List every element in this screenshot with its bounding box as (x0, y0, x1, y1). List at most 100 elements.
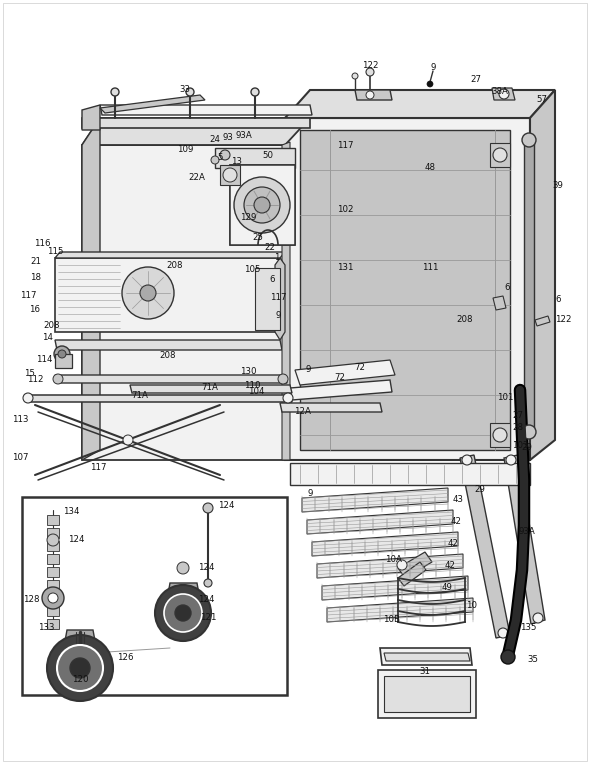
Circle shape (493, 428, 507, 442)
Text: 5: 5 (217, 154, 223, 163)
Circle shape (397, 560, 407, 570)
Text: 6: 6 (504, 283, 510, 293)
Bar (47, 619, 59, 629)
Circle shape (211, 156, 219, 164)
Circle shape (140, 285, 156, 301)
Polygon shape (255, 268, 280, 330)
Polygon shape (55, 375, 287, 383)
Text: 117: 117 (337, 141, 353, 150)
Text: 126: 126 (117, 653, 133, 662)
Circle shape (234, 177, 290, 233)
Polygon shape (82, 118, 100, 460)
Text: 9: 9 (430, 63, 435, 73)
Polygon shape (285, 118, 530, 460)
Text: 71A: 71A (132, 390, 149, 400)
Polygon shape (322, 576, 468, 600)
Circle shape (278, 374, 288, 384)
Polygon shape (492, 88, 515, 100)
Text: 113: 113 (12, 416, 28, 425)
Text: 13: 13 (231, 157, 242, 167)
Text: 130: 130 (240, 367, 256, 377)
Circle shape (204, 579, 212, 587)
Bar (47, 567, 59, 577)
Polygon shape (490, 423, 510, 447)
Polygon shape (378, 670, 476, 718)
Text: 120: 120 (72, 675, 88, 685)
Polygon shape (535, 316, 550, 326)
Text: 124: 124 (198, 564, 215, 572)
Bar (47, 528, 59, 538)
Text: 6: 6 (269, 276, 275, 284)
Circle shape (47, 635, 113, 701)
Text: 9: 9 (276, 310, 281, 319)
Polygon shape (275, 258, 285, 340)
Text: 16: 16 (30, 306, 41, 315)
Text: 10: 10 (467, 601, 477, 610)
Polygon shape (493, 296, 506, 310)
Text: 208: 208 (160, 351, 176, 360)
Text: 133: 133 (38, 623, 55, 633)
Circle shape (70, 658, 90, 678)
Text: 117: 117 (19, 290, 36, 299)
Circle shape (53, 374, 63, 384)
Text: 29: 29 (474, 485, 486, 494)
Text: 33: 33 (179, 86, 191, 95)
Polygon shape (307, 510, 453, 534)
Text: 121: 121 (200, 613, 217, 623)
Text: 57: 57 (536, 96, 548, 105)
Circle shape (498, 628, 508, 638)
Circle shape (366, 68, 374, 76)
Circle shape (522, 425, 536, 439)
Text: 15: 15 (25, 370, 35, 378)
Text: 116: 116 (34, 239, 50, 248)
Circle shape (54, 346, 70, 362)
Text: 104: 104 (248, 387, 264, 397)
Polygon shape (530, 90, 555, 460)
Text: 43: 43 (453, 496, 464, 504)
Text: 48: 48 (424, 163, 435, 173)
Text: 71A: 71A (202, 384, 218, 393)
Polygon shape (302, 488, 448, 512)
Text: 122: 122 (362, 60, 378, 70)
Circle shape (493, 148, 507, 162)
Text: 21: 21 (31, 257, 41, 267)
Text: 10A: 10A (385, 555, 401, 565)
Text: 25: 25 (253, 234, 264, 242)
Text: 35: 35 (527, 656, 539, 665)
Text: 50: 50 (263, 151, 274, 160)
Circle shape (251, 88, 259, 96)
Text: 6: 6 (555, 296, 560, 305)
Text: 27: 27 (513, 410, 523, 419)
Text: 42: 42 (444, 562, 455, 571)
Polygon shape (167, 583, 200, 600)
Text: 31: 31 (419, 668, 431, 676)
Circle shape (283, 393, 293, 403)
Polygon shape (230, 165, 295, 245)
Circle shape (220, 150, 230, 160)
Text: 18: 18 (31, 274, 41, 283)
Polygon shape (215, 148, 295, 168)
Circle shape (499, 89, 509, 99)
Polygon shape (130, 385, 292, 393)
Circle shape (186, 88, 194, 96)
Circle shape (47, 534, 59, 546)
Text: 114: 114 (36, 355, 53, 364)
Text: 128: 128 (24, 595, 40, 604)
Polygon shape (282, 142, 290, 460)
Text: 42: 42 (451, 517, 461, 526)
Text: 134: 134 (63, 507, 80, 516)
Text: 131: 131 (337, 264, 353, 273)
Text: 124: 124 (68, 536, 84, 545)
Circle shape (177, 562, 189, 574)
Circle shape (155, 585, 211, 641)
Text: 117: 117 (270, 293, 286, 303)
Bar (47, 593, 59, 603)
Text: 102: 102 (337, 206, 353, 215)
Text: 135: 135 (520, 623, 536, 633)
Polygon shape (82, 118, 310, 128)
Polygon shape (384, 676, 470, 712)
Circle shape (175, 605, 191, 621)
Text: 117: 117 (90, 464, 106, 472)
Text: 122: 122 (555, 315, 572, 323)
Bar (47, 554, 59, 564)
